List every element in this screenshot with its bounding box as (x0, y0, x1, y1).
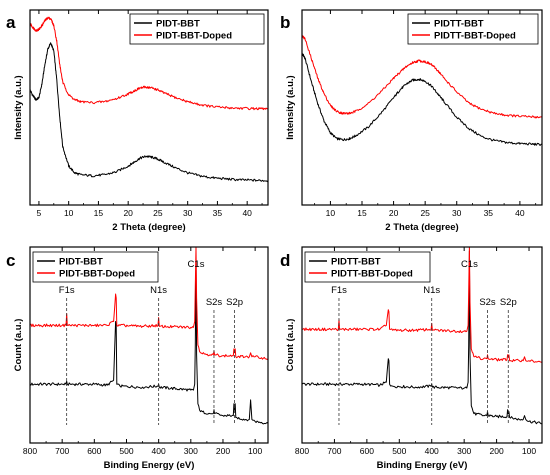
x-tick-label: 100 (248, 446, 262, 456)
x-tick-label: 40 (515, 208, 525, 218)
x-axis-label: 2 Theta (degree) (112, 222, 185, 233)
x-tick-label: 700 (55, 446, 69, 456)
x-tick-label: 700 (327, 446, 341, 456)
x-tick-label: 800 (23, 446, 37, 456)
peak-label-s2s: S2s (206, 297, 223, 308)
legend-label-2: PIDT-BBT-Doped (156, 31, 232, 42)
peak-label-s2s: S2s (479, 297, 496, 308)
chart-panel-a: 5 10 15 20 25 30 35 40 2 Theta (degree) Intensity… (6, 9, 269, 233)
x-tick-label: 600 (360, 446, 374, 456)
peak-label-f1s: F1s (331, 285, 347, 296)
legend-label-2: PIDTT-BBT-Doped (331, 269, 413, 280)
peak-label-c1s: C1s (188, 259, 205, 270)
chart-panel-b: 10 15 20 25 30 35 40 2 Theta (degree) Intensity … (280, 9, 543, 233)
y-axis-label: Intensity (a.u.) (285, 75, 296, 139)
x-tick-label: 25 (420, 208, 430, 218)
x-axis-label: Binding Energy (eV) (104, 460, 195, 471)
y-axis-label: Count (a.u.) (285, 319, 296, 372)
panel-letter: d (280, 251, 290, 270)
series-line-1 (301, 250, 543, 425)
legend-label-1: PIDT-BBT (59, 257, 103, 268)
peak-label-n1s: N1s (423, 285, 440, 296)
series-line-1 (29, 42, 269, 183)
x-tick-label: 35 (484, 208, 494, 218)
plot-frame (301, 9, 543, 206)
legend-label-1: PIDTT-BBT (434, 19, 484, 30)
x-tick-label: 800 (295, 446, 309, 456)
x-tick-label: 500 (392, 446, 406, 456)
series-line-1 (301, 52, 543, 146)
chart-panel-d: F1s N1s C1s S2s S2p 800 700 600 500 400 300 200 100 B… (280, 246, 543, 471)
peak-label-n1s: N1s (150, 285, 167, 296)
x-tick-label: 400 (425, 446, 439, 456)
panel-letter: a (6, 13, 16, 32)
x-tick-label: 400 (152, 446, 166, 456)
x-tick-label: 40 (242, 208, 252, 218)
y-axis-label: Count (a.u.) (13, 319, 24, 372)
legend-label-1: PIDT-BBT (156, 19, 200, 30)
x-tick-label: 10 (64, 208, 74, 218)
series-line-2 (29, 16, 269, 111)
peak-label-s2p: S2p (226, 297, 243, 308)
x-tick-label: 200 (490, 446, 504, 456)
x-tick-label: 30 (452, 208, 462, 218)
x-tick-label: 10 (326, 208, 336, 218)
panel-letter: b (280, 13, 290, 32)
x-tick-label: 20 (389, 208, 399, 218)
x-tick-label: 300 (457, 446, 471, 456)
plot-frame (301, 246, 543, 444)
legend-label-1: PIDTT-BBT (331, 257, 381, 268)
series-line-2 (301, 34, 543, 119)
panel-letter: c (6, 251, 15, 270)
legend-box (407, 13, 539, 45)
legend-label-2: PIDT-BBT-Doped (59, 269, 135, 280)
x-tick-label: 200 (216, 446, 230, 456)
x-axis-label: 2 Theta (degree) (385, 222, 458, 233)
legend-box (32, 251, 159, 283)
x-tick-label: 25 (153, 208, 163, 218)
peak-label-c1s: C1s (461, 259, 478, 270)
x-tick-label: 100 (522, 446, 536, 456)
legend-label-2: PIDTT-BBT-Doped (434, 31, 516, 42)
x-tick-label: 15 (94, 208, 104, 218)
x-tick-label: 35 (213, 208, 223, 218)
x-tick-label: 30 (183, 208, 193, 218)
series-line-2 (301, 246, 543, 364)
peak-label-s2p: S2p (500, 297, 517, 308)
x-tick-label: 600 (87, 446, 101, 456)
legend-box (129, 13, 265, 45)
legend-box (304, 251, 431, 283)
chart-panel-c: F1s N1s C1s S2s S2p 800 700 600 500 400 300 200 100 B… (6, 246, 269, 471)
plot-frame (29, 9, 269, 206)
y-axis-label: Intensity (a.u.) (13, 75, 24, 139)
x-tick-label: 500 (119, 446, 133, 456)
x-tick-label: 5 (37, 208, 42, 218)
x-tick-label: 300 (184, 446, 198, 456)
x-axis-label: Binding Energy (eV) (377, 460, 468, 471)
series-line-1 (29, 260, 269, 425)
plot-frame (29, 246, 269, 444)
x-tick-label: 20 (123, 208, 133, 218)
peak-label-f1s: F1s (59, 285, 75, 296)
series-line-2 (29, 246, 269, 360)
x-tick-label: 15 (357, 208, 367, 218)
